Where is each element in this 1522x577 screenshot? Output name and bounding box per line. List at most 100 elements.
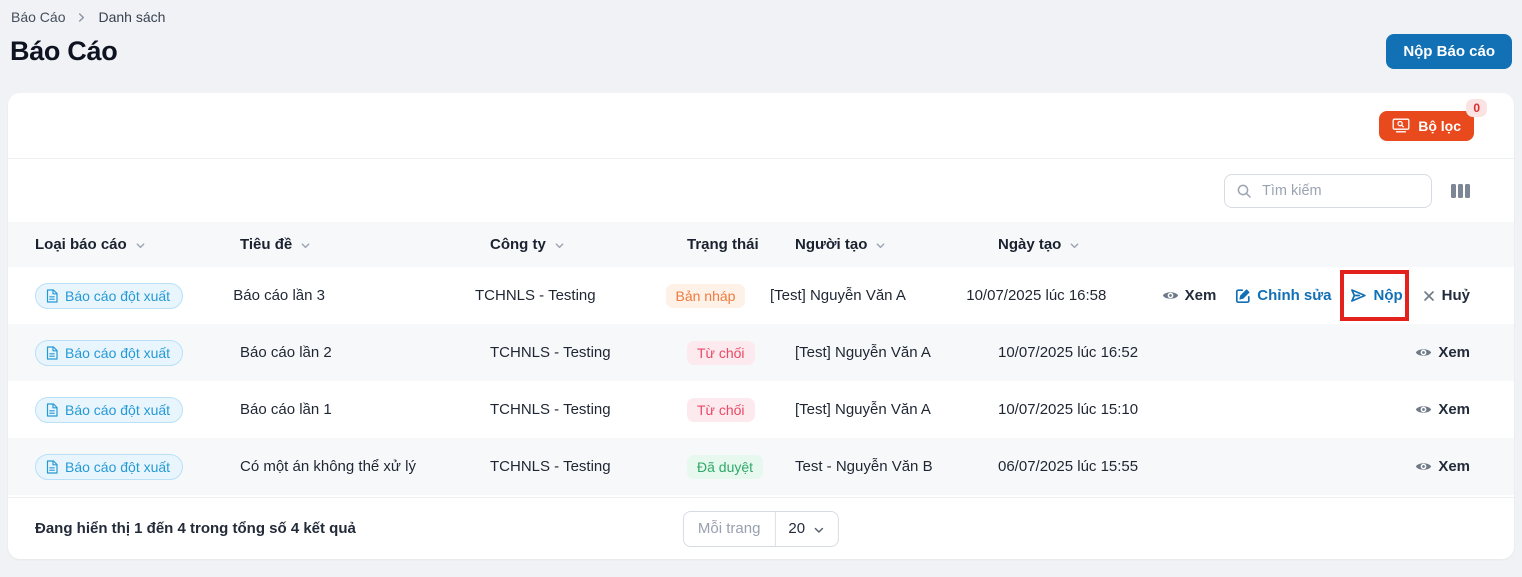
row-actions: Xem <box>1200 458 1470 475</box>
column-label: Trạng thái <box>687 236 759 253</box>
search-icon <box>1236 183 1252 199</box>
chevron-down-icon <box>1069 240 1080 251</box>
breadcrumb-item-bao-cao[interactable]: Báo Cáo <box>11 9 65 25</box>
report-title-cell: Có một án không thể xử lý <box>240 458 490 475</box>
report-type-badge: Báo cáo đột xuất <box>35 283 183 309</box>
edit-action[interactable]: Chỉnh sửa <box>1235 287 1331 304</box>
report-title-cell: Báo cáo lần 2 <box>240 344 490 361</box>
status-badge: Từ chối <box>687 341 755 365</box>
row-actions: Xem Chỉnh sửa Nộp Huỷ <box>1162 287 1470 304</box>
company-cell: TCHNLS - Testing <box>490 458 687 475</box>
send-icon <box>1350 287 1367 304</box>
column-header-2[interactable]: Tiêu đề <box>240 236 490 253</box>
results-summary: Đang hiển thị 1 đến 4 trong tổng số 4 kế… <box>35 520 356 537</box>
report-type-cell: Báo cáo đột xuất <box>35 283 233 309</box>
row-actions: Xem <box>1200 401 1470 418</box>
search-input[interactable] <box>1260 182 1420 200</box>
page-title: Báo Cáo <box>10 36 117 67</box>
company-cell: TCHNLS - Testing <box>490 401 687 418</box>
edit-icon <box>1235 288 1251 304</box>
creator-cell: [Test] Nguyễn Văn A <box>795 401 998 418</box>
created-date-cell: 10/07/2025 lúc 15:10 <box>998 401 1200 418</box>
status-cell: Đã duyệt <box>687 455 795 479</box>
chevron-down-icon <box>300 240 311 251</box>
table-body: Báo cáo đột xuấtBáo cáo lần 3TCHNLS - Te… <box>8 267 1514 495</box>
per-page-label: Mỗi trang <box>684 512 776 546</box>
created-date-cell: 10/07/2025 lúc 16:52 <box>998 344 1200 361</box>
creator-cell: [Test] Nguyễn Văn A <box>770 287 966 304</box>
chevron-down-icon <box>554 240 565 251</box>
search-input-wrapper[interactable] <box>1224 174 1432 208</box>
chevron-down-icon <box>135 240 146 251</box>
column-label: Tiêu đề <box>240 236 292 253</box>
column-header-5[interactable]: Người tạo <box>795 236 998 253</box>
per-page-control: Mỗi trang 20 <box>683 511 839 547</box>
creator-cell: [Test] Nguyễn Văn A <box>795 344 998 361</box>
document-icon <box>46 346 58 360</box>
creator-cell: Test - Nguyễn Văn B <box>795 458 998 475</box>
filter-bar: Bộ lọc 0 <box>8 93 1514 159</box>
table-row: Báo cáo đột xuất Báo cáo lần 2TCHNLS - Te… <box>8 324 1514 381</box>
report-type-badge: Báo cáo đột xuất <box>35 454 183 480</box>
breadcrumb-item-danh-sach[interactable]: Danh sách <box>98 9 165 25</box>
column-header-4: Trạng thái <box>687 236 795 253</box>
report-type-badge: Báo cáo đột xuất <box>35 340 183 366</box>
company-cell: TCHNLS - Testing <box>475 287 666 304</box>
document-icon <box>46 460 58 474</box>
column-label: Người tạo <box>795 236 867 253</box>
created-date-cell: 06/07/2025 lúc 15:55 <box>998 458 1200 475</box>
chevron-down-icon <box>813 524 825 536</box>
submit-report-button[interactable]: Nộp Báo cáo <box>1386 34 1512 69</box>
table-header-row: Loại báo cáo Tiêu đề Công ty Trạng thái Ngườ… <box>8 222 1514 267</box>
column-header-3[interactable]: Công ty <box>490 236 687 253</box>
report-type-badge: Báo cáo đột xuất <box>35 397 183 423</box>
created-date-cell: 10/07/2025 lúc 16:58 <box>966 287 1161 304</box>
status-cell: Từ chối <box>687 341 795 365</box>
eye-icon <box>1162 287 1179 304</box>
table-row: Báo cáo đột xuất Có một án không thể xử l… <box>8 438 1514 495</box>
view-action[interactable]: Xem <box>1162 287 1217 304</box>
column-header-1[interactable]: Loại báo cáo <box>35 236 240 253</box>
status-badge: Bản nháp <box>666 284 746 308</box>
column-label: Công ty <box>490 236 546 253</box>
company-cell: TCHNLS - Testing <box>490 344 687 361</box>
table-footer: Đang hiển thị 1 đến 4 trong tổng số 4 kế… <box>8 497 1514 559</box>
per-page-select[interactable]: 20 <box>775 512 838 546</box>
report-title-cell: Báo cáo lần 1 <box>240 401 490 418</box>
column-settings-icon[interactable] <box>1449 182 1472 200</box>
filter-count-badge: 0 <box>1466 99 1487 117</box>
filter-search-icon <box>1392 118 1410 133</box>
column-header-6[interactable]: Ngày tạo <box>998 236 1200 253</box>
column-label: Loại báo cáo <box>35 236 127 253</box>
report-title-cell: Báo cáo lần 3 <box>233 287 475 304</box>
chevron-right-icon <box>76 12 87 23</box>
breadcrumb: Báo Cáo Danh sách <box>8 8 1514 25</box>
document-icon <box>46 403 58 417</box>
search-row <box>8 159 1514 222</box>
status-cell: Bản nháp <box>666 284 770 308</box>
table-row: Báo cáo đột xuất Báo cáo lần 1TCHNLS - Te… <box>8 381 1514 438</box>
submit-action[interactable]: Nộp <box>1350 287 1402 304</box>
reports-card: Bộ lọc 0 Loại báo cáo Tiêu đề Công ty Trạng… <box>8 93 1514 559</box>
eye-icon <box>1415 458 1432 475</box>
table-row: Báo cáo đột xuất Báo cáo lần 3TCHNLS - Te… <box>8 267 1514 324</box>
chevron-down-icon <box>875 240 886 251</box>
status-badge: Đã duyệt <box>687 455 763 479</box>
status-badge: Từ chối <box>687 398 755 422</box>
report-type-cell: Báo cáo đột xuất <box>35 454 240 480</box>
close-icon <box>1422 289 1436 303</box>
view-action[interactable]: Xem <box>1415 344 1470 361</box>
cancel-action[interactable]: Huỷ <box>1422 287 1470 304</box>
reports-table: Loại báo cáo Tiêu đề Công ty Trạng thái Ngườ… <box>8 222 1514 495</box>
eye-icon <box>1415 344 1432 361</box>
page-root: Báo Cáo Danh sách Báo Cáo Nộp Báo cáo <box>0 0 1522 567</box>
document-icon <box>46 289 58 303</box>
row-actions: Xem <box>1200 344 1470 361</box>
filter-button[interactable]: Bộ lọc <box>1379 111 1474 141</box>
view-action[interactable]: Xem <box>1415 458 1470 475</box>
view-action[interactable]: Xem <box>1415 401 1470 418</box>
report-type-cell: Báo cáo đột xuất <box>35 397 240 423</box>
report-type-cell: Báo cáo đột xuất <box>35 340 240 366</box>
eye-icon <box>1415 401 1432 418</box>
status-cell: Từ chối <box>687 398 795 422</box>
